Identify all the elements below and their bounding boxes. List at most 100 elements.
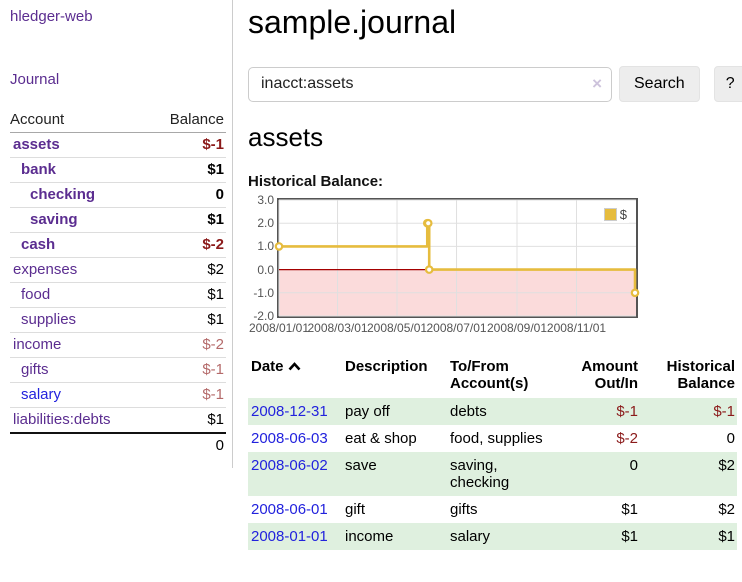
balance-chart-svg [274,199,640,317]
transaction-amount: 0 [629,457,638,474]
column-header-description: Description [345,358,428,375]
account-row: income $-2 [10,333,226,358]
transactions-header-row: Date Description To/From Account(s) Amou… [248,356,737,398]
transaction-accounts: salary [450,528,491,545]
transaction-amount: $-2 [616,430,638,447]
account-row: expenses $2 [10,258,226,283]
account-link[interactable]: salary [21,386,62,403]
transaction-accounts: food, supplies [450,430,543,447]
transaction-balance: $-1 [713,403,735,420]
account-link[interactable]: assets [13,136,60,153]
transaction-description: eat & shop [345,430,417,447]
transaction-accounts: gifts [450,501,478,518]
y-tick-label: 3.0 [257,193,274,207]
account-balance: $1 [207,411,224,428]
account-link[interactable]: supplies [21,311,77,328]
transaction-date-link[interactable]: 2008-01-01 [251,528,328,545]
account-row: food $1 [10,283,226,308]
transaction-accounts: debts [450,403,487,420]
transaction-balance: $1 [718,528,735,545]
account-row: saving $1 [10,208,226,233]
account-link[interactable]: income [13,336,62,353]
legend-swatch-icon [603,208,617,221]
transaction-balance: 0 [726,430,735,447]
legend-label: $ [619,207,627,222]
x-tick-label: 2008/01/01 [248,321,310,335]
column-header-date[interactable]: Date [248,356,345,398]
transaction-row: 2008-06-02 save saving, checking 0 $2 [248,452,737,496]
transaction-date-link[interactable]: 2008-12-31 [251,403,328,420]
main-content: sample.journal × Search ? assets Histori… [233,0,742,550]
help-button[interactable]: ? [713,66,742,102]
x-tick-label: 2008/11/01 [546,321,607,335]
chart-plot-area: $ [274,198,640,318]
search-button[interactable]: Search [619,66,700,102]
accounts-table: Account Balance assets $-1 bank $1 check… [10,108,226,458]
transaction-amount: $1 [621,501,638,518]
transaction-row: 2008-01-01 income salary $1 $1 [248,523,737,550]
account-balance: $-1 [202,136,224,153]
sidebar-item-journal[interactable]: Journal [10,71,60,88]
account-row: liabilities:debts $1 [10,408,226,433]
account-balance: $2 [207,261,224,278]
app-brand-link[interactable]: hledger-web [10,8,93,25]
account-heading: assets [248,122,324,152]
account-row: checking 0 [10,183,226,208]
account-balance: $-2 [202,336,224,353]
transaction-row: 2008-06-03 eat & shop food, supplies $-2… [248,425,737,452]
accounts-total-row: 0 [10,433,226,458]
account-link[interactable]: expenses [13,261,78,278]
account-row: gifts $-1 [10,358,226,383]
transaction-date-link[interactable]: 2008-06-02 [251,457,328,474]
account-link[interactable]: saving [30,211,78,228]
page: hledger-web Journal Account Balance asse… [0,0,742,550]
x-tick-label: 2008/09/01 [486,321,548,335]
account-balance: $1 [207,161,224,178]
account-link[interactable]: liabilities:debts [13,411,111,428]
transaction-row: 2008-06-01 gift gifts $1 $2 [248,496,737,523]
transaction-description: pay off [345,403,390,420]
chart-title: Historical Balance: [248,173,384,190]
sidebar: hledger-web Journal Account Balance asse… [0,0,233,468]
account-balance: $1 [207,211,224,228]
search-input[interactable] [248,66,612,102]
transaction-description: gift [345,501,366,518]
sort-ascending-icon [288,358,301,375]
x-tick-label: 2008/03/01 [307,321,368,335]
date-header-label: Date [251,358,284,375]
account-balance: $1 [207,286,224,303]
account-link[interactable]: checking [30,186,96,203]
transaction-date-link[interactable]: 2008-06-03 [251,430,328,447]
transaction-description: save [345,457,377,474]
account-balance: $-1 [202,386,224,403]
account-link[interactable]: food [21,286,51,303]
accounts-total-value: 0 [215,437,224,454]
account-row: cash $-2 [10,233,226,258]
transaction-description: income [345,528,394,545]
transaction-date-link[interactable]: 2008-06-01 [251,501,328,518]
account-link[interactable]: cash [21,236,56,253]
accounts-header-account: Account [10,111,65,128]
accounts-header-row: Account Balance [10,108,226,133]
accounts-header-balance: Balance [169,111,224,128]
account-row: salary $-1 [10,383,226,408]
account-link[interactable]: gifts [21,361,49,378]
historical-balance-chart: 3.0 2.0 1.0 0.0 -1.0 -2.0 $ 2008/01/01 2008/03… [248,193,728,338]
y-tick-label: -2.0 [253,309,274,323]
accounts-total-spacer [10,433,149,458]
page-title: sample.journal [248,4,457,40]
transaction-balance: $2 [718,501,735,518]
account-row: bank $1 [10,158,226,183]
y-tick-label: 2.0 [257,216,274,231]
x-tick-label: 2008/07/01 [426,321,487,335]
y-tick-label: -1.0 [253,285,274,300]
transaction-accounts: saving, checking [450,457,510,491]
chart-legend: $ [601,206,629,223]
x-tick-label: 2008/05/01 [366,321,428,335]
column-header-accounts: To/From Account(s) [450,358,529,392]
search-box: × [248,66,612,102]
account-balance: $-1 [202,361,224,378]
clear-search-icon[interactable]: × [592,73,602,93]
account-link[interactable]: bank [21,161,57,178]
column-header-historical: Historical Balance [666,358,735,392]
